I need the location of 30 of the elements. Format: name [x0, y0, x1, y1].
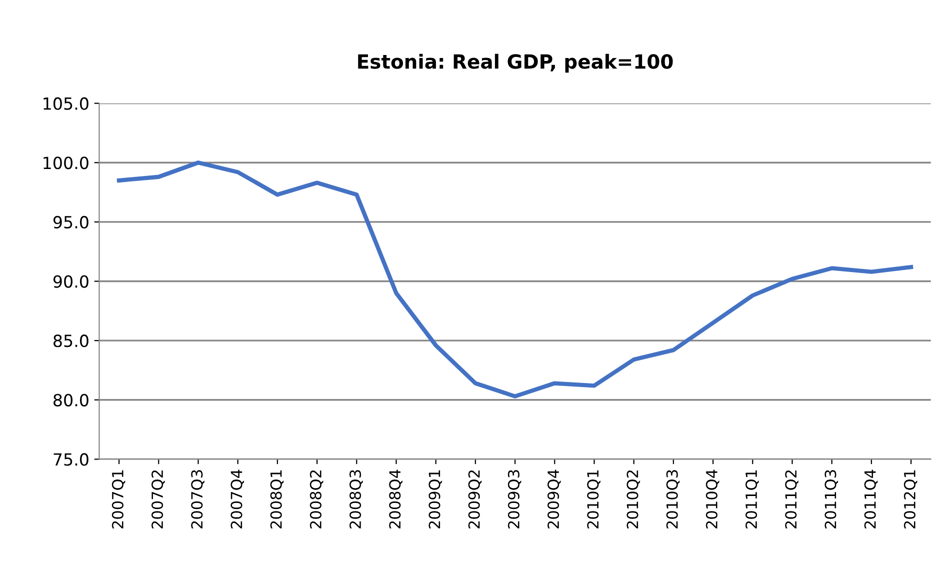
x-tick-label: 2010Q1: [587, 470, 600, 528]
x-tick-label: 2008Q1: [270, 470, 284, 528]
x-tick-label: 2011Q4: [864, 470, 878, 528]
y-tick-label: 100.0: [44, 156, 88, 170]
x-tick-label: 2010Q4: [706, 470, 720, 528]
x-tick-label: 2008Q4: [389, 470, 402, 528]
y-tick-label: 90.0: [53, 275, 88, 288]
x-tick-label: 2008Q3: [350, 470, 363, 528]
x-tick-label: 2009Q2: [468, 470, 482, 528]
y-tick-label: 85.0: [54, 334, 88, 348]
line-series: [116, 160, 914, 398]
x-tick-label: 2009Q3: [508, 470, 522, 528]
x-tick-label: 2011Q1: [746, 470, 759, 528]
x-tick-label: 2010Q2: [626, 470, 640, 528]
x-tick-label: 2008Q2: [310, 470, 324, 528]
y-tick-label: 105.0: [44, 97, 88, 110]
x-tick-label: 2009Q1: [428, 470, 442, 528]
x-tick-label: 2010Q3: [666, 470, 680, 528]
x-tick-label: 2011Q3: [824, 470, 838, 528]
x-tick-label: 2007Q3: [191, 470, 204, 528]
y-tick-label: 95.0: [53, 216, 88, 229]
x-tick-label: 2012Q1: [904, 470, 918, 528]
x-tick-label: 2011Q2: [785, 470, 798, 528]
x-tick-label: 2009Q4: [548, 470, 561, 528]
chart-title: Estonia: Real GDP, peak=100: [358, 54, 673, 73]
y-tick-label: 75.0: [54, 453, 88, 466]
x-tick-label: 2007Q4: [230, 470, 244, 528]
x-tick-label: 2007Q1: [112, 470, 126, 528]
y-tick-label: 80.0: [54, 394, 88, 406]
x-tick-label: 2007Q2: [152, 470, 165, 528]
